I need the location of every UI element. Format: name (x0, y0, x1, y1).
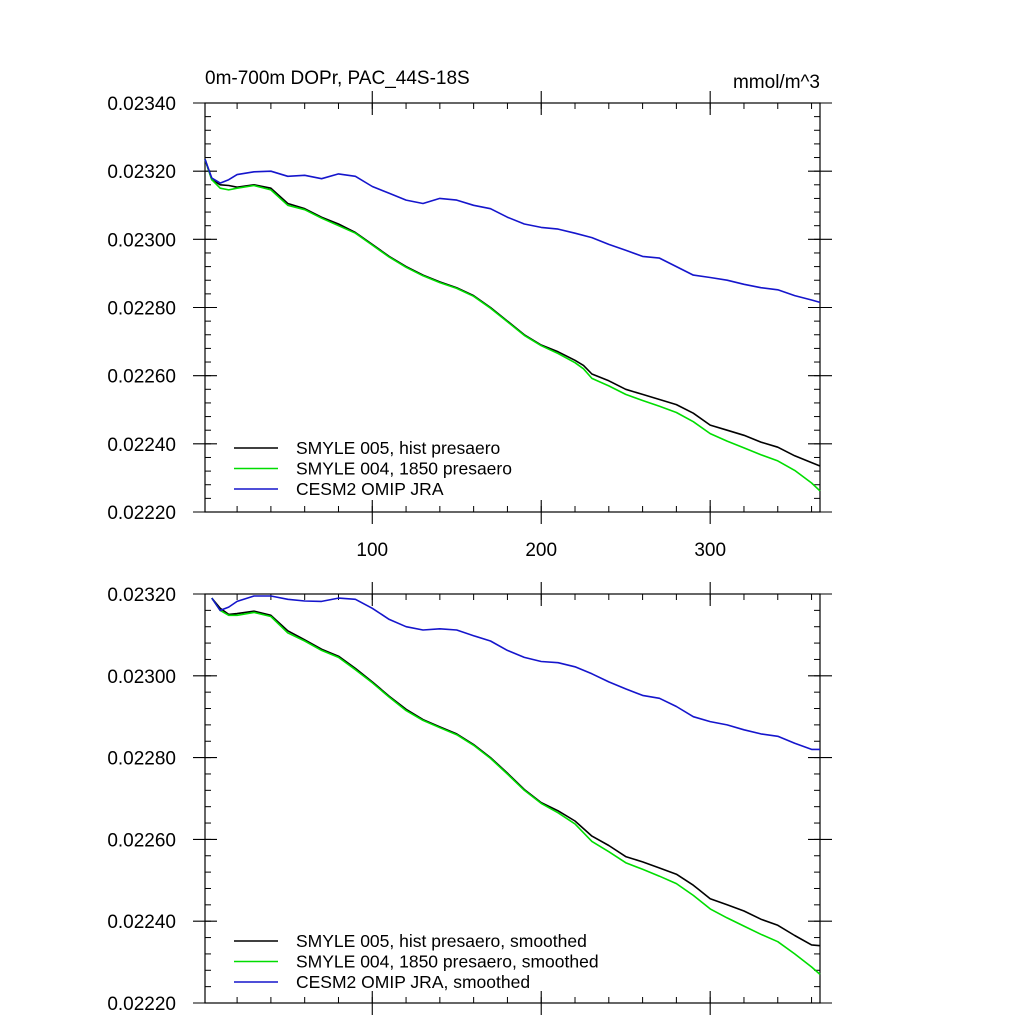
legend-label: SMYLE 005, hist presaero, smoothed (296, 931, 587, 951)
legend-label: SMYLE 004, 1850 presaero, smoothed (296, 952, 599, 972)
y-tick-label: 0.02280 (107, 299, 176, 320)
x-tick-label: 300 (694, 540, 726, 561)
y-tick-label: 0.02240 (107, 435, 176, 456)
y-tick-label: 0.02320 (107, 585, 176, 606)
y-tick-label: 0.02300 (107, 667, 176, 688)
x-tick-label: 100 (356, 540, 388, 561)
y-tick-label: 0.02240 (107, 912, 176, 933)
y-tick-label: 0.02220 (107, 994, 176, 1015)
y-tick-label: 0.02300 (107, 230, 176, 251)
y-tick-label: 0.02220 (107, 503, 176, 524)
y-tick-label: 0.02260 (107, 830, 176, 851)
legend-label: SMYLE 005, hist presaero (296, 438, 500, 458)
y-tick-label: 0.02280 (107, 749, 176, 770)
legend-label: CESM2 OMIP JRA, smoothed (296, 972, 530, 992)
bottom-panel: 0.02220 0.02240 0.02260 0.02280 0.02300 0.023… (107, 582, 832, 1015)
legend-label: CESM2 OMIP JRA (296, 479, 444, 499)
series-line-1 (211, 597, 821, 947)
x-tick-label: 200 (525, 540, 557, 561)
top-panel: 0m-700m DOPr, PAC_44S-18S mmol/m^3 0.022… (107, 68, 832, 561)
series-line-2 (204, 158, 821, 492)
units-label: mmol/m^3 (733, 72, 820, 93)
y-tick-label: 0.02320 (107, 162, 176, 183)
y-tick-label: 0.02260 (107, 367, 176, 388)
chart-title: 0m-700m DOPr, PAC_44S-18S (205, 68, 470, 89)
plot-frame (204, 593, 821, 1004)
series-line-2 (211, 597, 821, 976)
series-line-1 (204, 158, 821, 467)
legend-label: SMYLE 004, 1850 presaero (296, 459, 512, 479)
series-line-3 (211, 595, 820, 751)
series-line-3 (204, 158, 821, 304)
y-tick-label: 0.02340 (107, 94, 176, 115)
